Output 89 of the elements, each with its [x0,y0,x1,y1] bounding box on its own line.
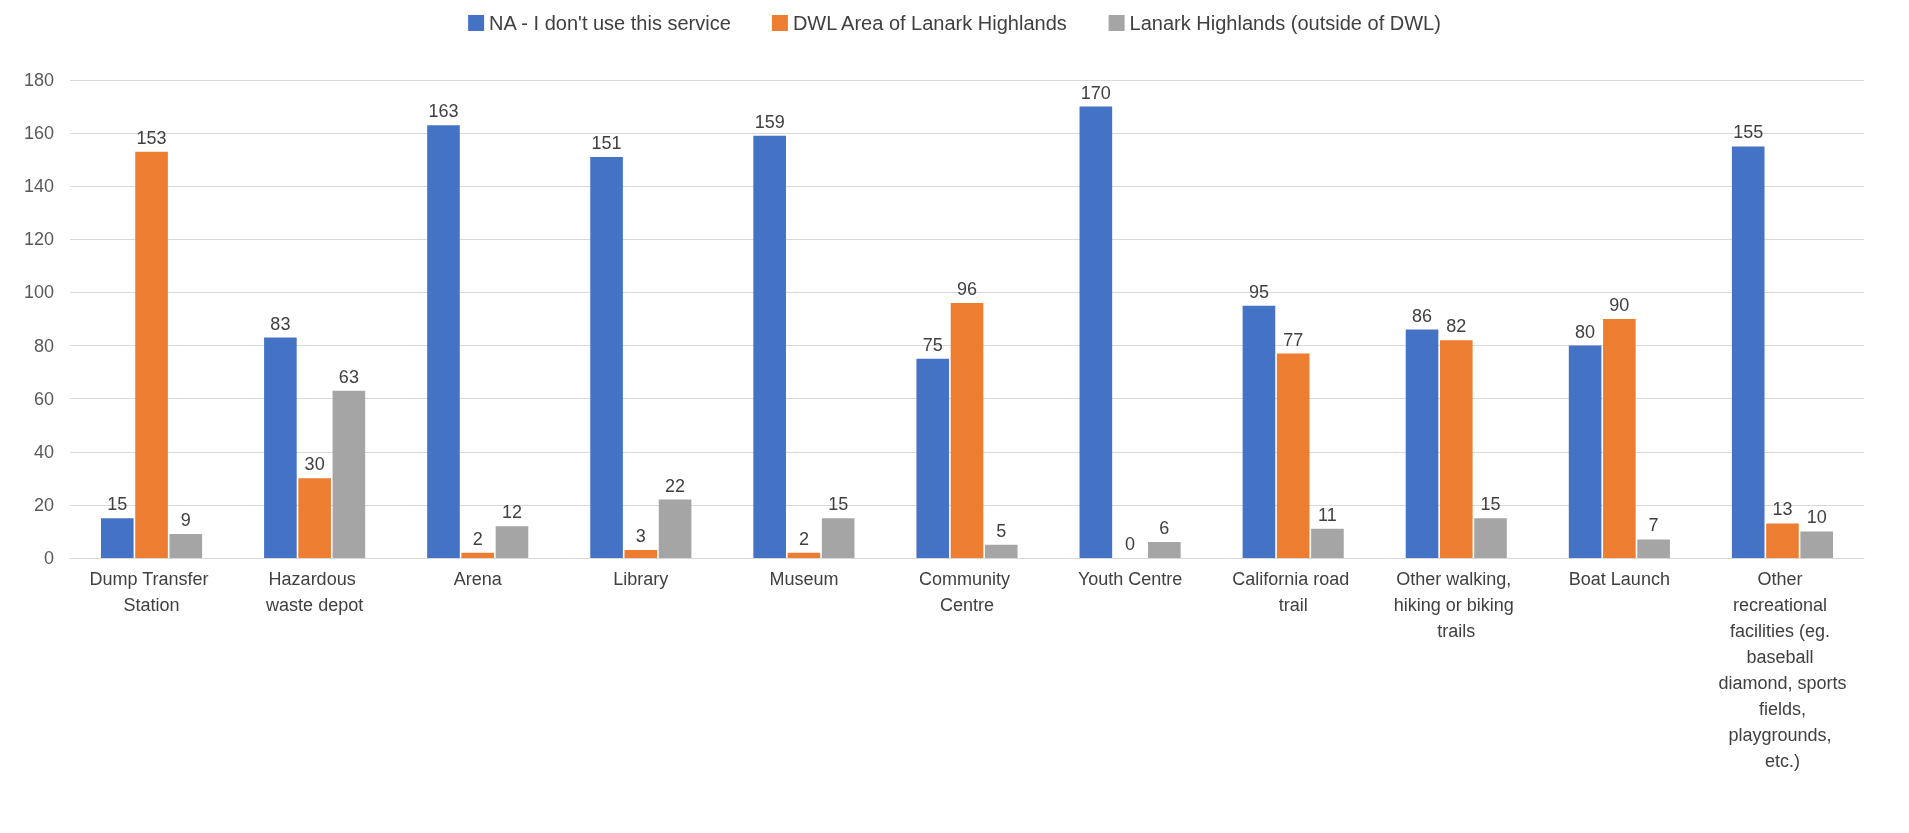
data-label: 11 [1318,504,1337,525]
bar [787,552,821,558]
y-tick-label: 20 [33,494,54,515]
data-label: 151 [591,133,622,154]
bar [1405,329,1439,558]
bar [984,544,1018,558]
data-label: 12 [501,502,522,523]
data-label: 96 [956,279,978,300]
bar [950,303,984,558]
data-label: 22 [665,475,686,496]
bar [624,550,658,558]
data-label: 2 [798,528,809,549]
data-label: 170 [1080,82,1111,103]
bar [461,552,495,558]
y-tick-label: 120 [23,229,54,250]
bar [1766,523,1799,558]
legend-label: NA - I don't use this service [489,12,731,34]
data-label: 2 [472,528,483,549]
x-tick-label: Youth Centre [1077,569,1183,589]
x-tick-label: Museum [769,569,839,589]
bar [169,534,203,558]
data-label: 77 [1283,329,1304,350]
data-label: 0 [1125,534,1136,554]
x-tick-label: Arena [453,569,503,589]
data-label: 5 [996,520,1007,541]
bar [100,518,134,558]
data-label: 155 [1733,122,1764,143]
bar [495,526,529,558]
data-label: 90 [1609,295,1630,315]
bar [1079,106,1113,558]
bar [1311,528,1344,558]
bar [1242,305,1276,558]
bar [1731,146,1765,558]
data-label: 15 [107,494,128,515]
bar [332,390,366,558]
data-label: 15 [1480,494,1501,515]
x-tick-label: California road trail [1232,569,1355,615]
bar [1568,345,1602,558]
data-label: 153 [136,127,167,148]
bar [1603,319,1636,558]
x-tick-label: Other walking, hiking or biking trails [1393,569,1519,641]
bar [753,135,786,558]
bar [1276,353,1310,558]
y-tick-label: 80 [33,335,54,356]
bar [135,151,168,558]
data-label: 86 [1412,305,1433,326]
data-label: 95 [1248,281,1269,302]
x-tick-label: Hazardous waste depot [265,569,364,615]
y-tick-label: 140 [23,176,54,197]
data-label: 83 [270,313,291,334]
bar [658,499,692,558]
data-label: 80 [1575,321,1596,342]
legend-label: Lanark Highlands (outside of DWL) [1129,12,1441,34]
data-label: 75 [922,334,943,355]
x-tick-label: Library [613,569,669,589]
bar [1474,518,1507,558]
data-label: 163 [428,101,459,122]
y-tick-label: 160 [23,123,54,144]
bar [821,518,855,558]
data-label: 82 [1446,316,1467,337]
legend-label: DWL Area of Lanark Highlands [792,12,1067,34]
data-label: 10 [1806,507,1827,528]
data-label: 30 [304,454,325,475]
data-label: 7 [1648,515,1659,536]
x-tick-label: Community Centre [918,569,1016,615]
bar [1637,539,1670,558]
x-tick-label: Boat Launch [1568,569,1670,589]
y-tick-label: 60 [33,388,54,409]
bar [1439,340,1473,558]
data-label: 3 [635,526,646,547]
data-label: 6 [1159,518,1170,539]
x-tick-label: Other recreational facilities (eg. baseball diamond, sports fields, playgrounds, etc.) [1718,569,1847,771]
bar [298,478,331,558]
data-label: 159 [754,111,785,132]
bar [590,157,623,558]
y-tick-label: 40 [33,441,54,462]
data-label: 15 [828,494,849,515]
y-tick-label: 180 [23,70,54,90]
bar [1800,531,1834,558]
x-tick-label: Dump Transfer Station [89,569,214,615]
y-tick-label: 0 [43,548,54,568]
bar [916,358,950,558]
data-label: 13 [1772,499,1793,520]
bar [1148,542,1181,558]
bar [264,337,297,558]
y-tick-label: 100 [23,282,54,303]
data-label: 9 [180,510,191,531]
data-label: 63 [338,366,359,387]
bar [427,125,460,558]
